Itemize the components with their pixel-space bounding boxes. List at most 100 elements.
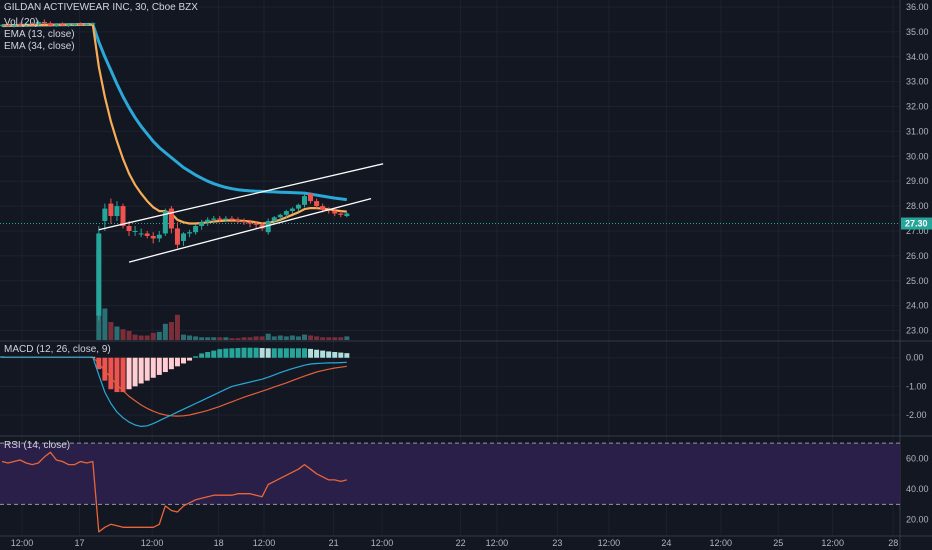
candle-body [247,222,253,224]
volume-bar [320,337,326,340]
volume-bar [150,332,156,340]
time-tick-label: 25 [773,538,783,548]
candle-body [332,211,338,214]
macd-histogram-bar [283,348,289,358]
macd-histogram-bar [271,348,277,358]
legend-macd[interactable]: MACD (12, 26, close, 9) [4,344,111,355]
volume-bar [247,337,253,340]
macd-histogram-bar [277,348,283,358]
volume-bar [326,337,332,340]
candle-body [302,196,307,205]
candle-body [138,233,144,235]
candle-body [144,233,150,236]
volume-bar [187,335,193,340]
volume-bar [138,335,144,340]
macd-histogram-bar [265,348,271,358]
time-tick-label: 12:00 [253,538,276,548]
time-tick-label: 12:00 [141,538,164,548]
macd-histogram-bar [302,348,307,358]
volume-bar [235,338,241,340]
macd-histogram-bar [108,357,114,390]
last-price-tag [901,217,932,230]
macd-histogram-bar [132,357,138,387]
macd-histogram-bar [229,348,235,358]
macd-histogram-bar [241,347,247,358]
volume-bar [108,322,114,340]
macd-histogram-bar [150,357,156,378]
macd-histogram-bar [320,350,326,358]
macd-histogram-bar [223,348,229,358]
volume-bar [217,337,223,340]
volume-bar [223,337,229,340]
candle-body [271,217,277,222]
legend-ema13[interactable]: EMA (13, close) [4,29,75,40]
macd-histogram-bar [187,357,193,361]
volume-bar [259,336,265,340]
macd-histogram-bar [193,356,199,358]
time-tick-label: 24 [661,538,671,548]
candle-body [344,213,350,217]
macd-histogram-bar [156,357,162,375]
volume-bar [265,333,271,340]
macd-histogram-bar [338,352,344,358]
volume-bar [308,335,314,340]
legend-volume[interactable]: Vol (20) [4,17,39,28]
candle-body [23,23,29,25]
volume-bar [241,337,247,340]
chart-title: GILDAN ACTIVEWEAR INC, 30, Cboe BZX [4,2,198,13]
price-tick-label: 36.00 [906,2,929,12]
candle-body [17,24,23,26]
candle-body [193,226,199,233]
candle-body [277,214,283,218]
candle-body [168,208,174,229]
candle-body [314,201,320,207]
time-tick-label: 12:00 [371,538,394,548]
macd-histogram-bar [295,348,301,358]
legend-ema34[interactable]: EMA (34, close) [4,41,75,52]
volume-bar [229,338,235,340]
price-tick-label: 29.00 [906,176,929,186]
candle-body [162,211,168,234]
volume-bar [174,314,180,340]
time-tick-label: 12:00 [821,538,844,548]
legend-rsi[interactable]: RSI (14, close) [4,440,71,451]
volume-bar [314,336,320,340]
candle-body [308,193,314,202]
candle-body [181,233,186,241]
volume-bar [168,322,174,340]
volume-bar [193,336,199,340]
candle-body [241,221,247,223]
candle-body [41,21,47,24]
macd-histogram-bar [344,353,350,358]
price-tick-label: 30.00 [906,151,929,161]
macd-histogram-bar [138,357,144,384]
candle-body [174,228,180,245]
macd-histogram-bar [247,347,253,358]
time-tick-label: 17 [74,538,84,548]
candle-body [53,24,59,26]
volume-bar [295,336,301,340]
channel-lower-line [128,197,372,263]
candle-body [217,218,223,220]
volume-bar [120,329,126,340]
macd-histogram-bar [114,357,120,393]
candle-body [265,221,271,233]
time-tick-label: 28 [888,538,898,548]
candle-body [114,206,120,217]
volume-bar [205,337,211,340]
volume-bar [132,334,138,340]
candle-body [253,223,259,225]
time-tick-label: 23 [552,538,562,548]
candle-body [156,234,162,239]
macd-histogram-bar [144,357,150,381]
candle-body [126,226,132,231]
volume-bar [289,335,295,340]
candle-body [66,24,72,26]
macd-tick-label: 0.00 [906,353,924,363]
macd-histogram-bar [253,347,259,358]
candle-body [35,21,41,25]
macd-histogram-bar [174,357,180,367]
macd-histogram-bar [102,357,108,381]
macd-histogram-bar [199,353,205,358]
